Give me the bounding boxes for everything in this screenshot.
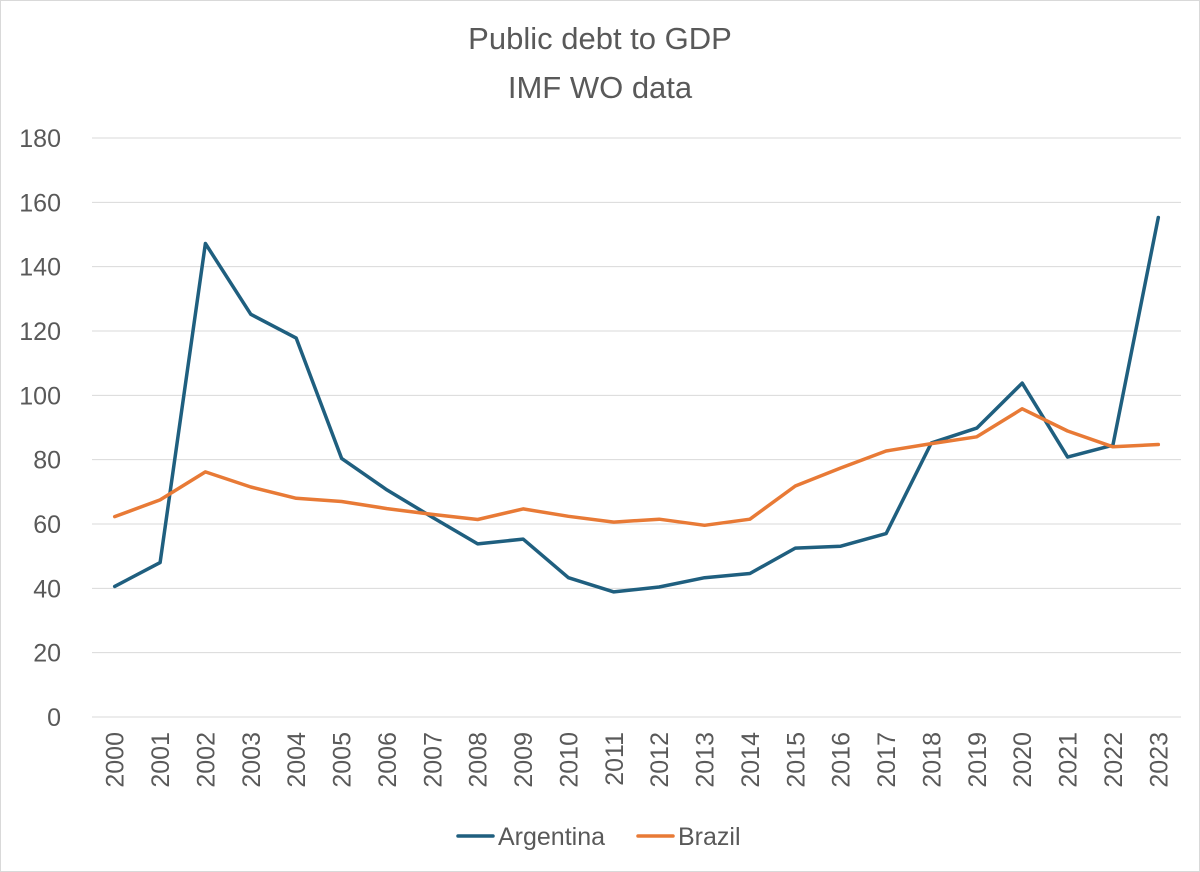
legend-label-argentina: Argentina — [498, 823, 605, 851]
x-tick-label: 2018 — [918, 732, 946, 788]
x-tick-label: 2017 — [873, 732, 901, 788]
y-tick-label: 160 — [19, 189, 61, 217]
series-line-argentina — [112, 215, 1161, 594]
x-axis-tick-labels: 2000 2001 2002 2003 2004 2005 2006 2007 2008 2009… — [102, 732, 1174, 788]
chart-title: Public debt to GDP — [468, 21, 732, 56]
x-tick-label: 2021 — [1055, 732, 1083, 788]
y-tick-label: 60 — [33, 511, 61, 539]
x-tick-label: 2003 — [238, 732, 266, 788]
x-tick-label: 2010 — [555, 732, 583, 788]
y-tick-label: 20 — [33, 640, 61, 668]
chart-subtitle: IMF WO data — [508, 70, 693, 105]
x-tick-label: 2008 — [465, 732, 493, 788]
legend-label-brazil: Brazil — [678, 823, 741, 851]
legend: Argentina Brazil — [456, 823, 741, 851]
y-tick-label: 80 — [33, 447, 61, 475]
x-tick-label: 2016 — [828, 732, 856, 788]
x-tick-label: 2023 — [1145, 732, 1173, 788]
x-tick-label: 2006 — [374, 732, 402, 788]
x-tick-label: 2012 — [646, 732, 674, 788]
y-tick-label: 40 — [33, 575, 61, 603]
x-tick-label: 2020 — [1009, 732, 1037, 788]
y-tick-label: 140 — [19, 254, 61, 282]
x-tick-label: 2015 — [782, 732, 810, 788]
y-axis-tick-labels: 0 20 40 60 80 100 120 140 160 180 — [19, 125, 61, 732]
y-tick-label: 120 — [19, 318, 61, 346]
y-tick-label: 180 — [19, 125, 61, 153]
x-tick-label: 2000 — [102, 732, 130, 788]
x-tick-label: 2001 — [147, 732, 175, 788]
gridlines — [92, 137, 1181, 718]
y-tick-label: 100 — [19, 382, 61, 410]
x-tick-label: 2002 — [192, 732, 220, 788]
x-tick-label: 2005 — [329, 732, 357, 788]
x-tick-label: 2013 — [692, 732, 720, 788]
series-line-brazil — [112, 407, 1161, 528]
series-lines — [112, 215, 1161, 594]
x-tick-label: 2007 — [419, 732, 447, 788]
y-tick-label: 0 — [47, 704, 61, 732]
x-tick-label: 2019 — [964, 732, 992, 788]
x-tick-label: 2011 — [601, 732, 629, 786]
x-tick-label: 2014 — [737, 732, 765, 788]
x-tick-label: 2022 — [1100, 732, 1128, 788]
x-tick-label: 2004 — [283, 732, 311, 788]
x-tick-label: 2009 — [510, 732, 538, 788]
